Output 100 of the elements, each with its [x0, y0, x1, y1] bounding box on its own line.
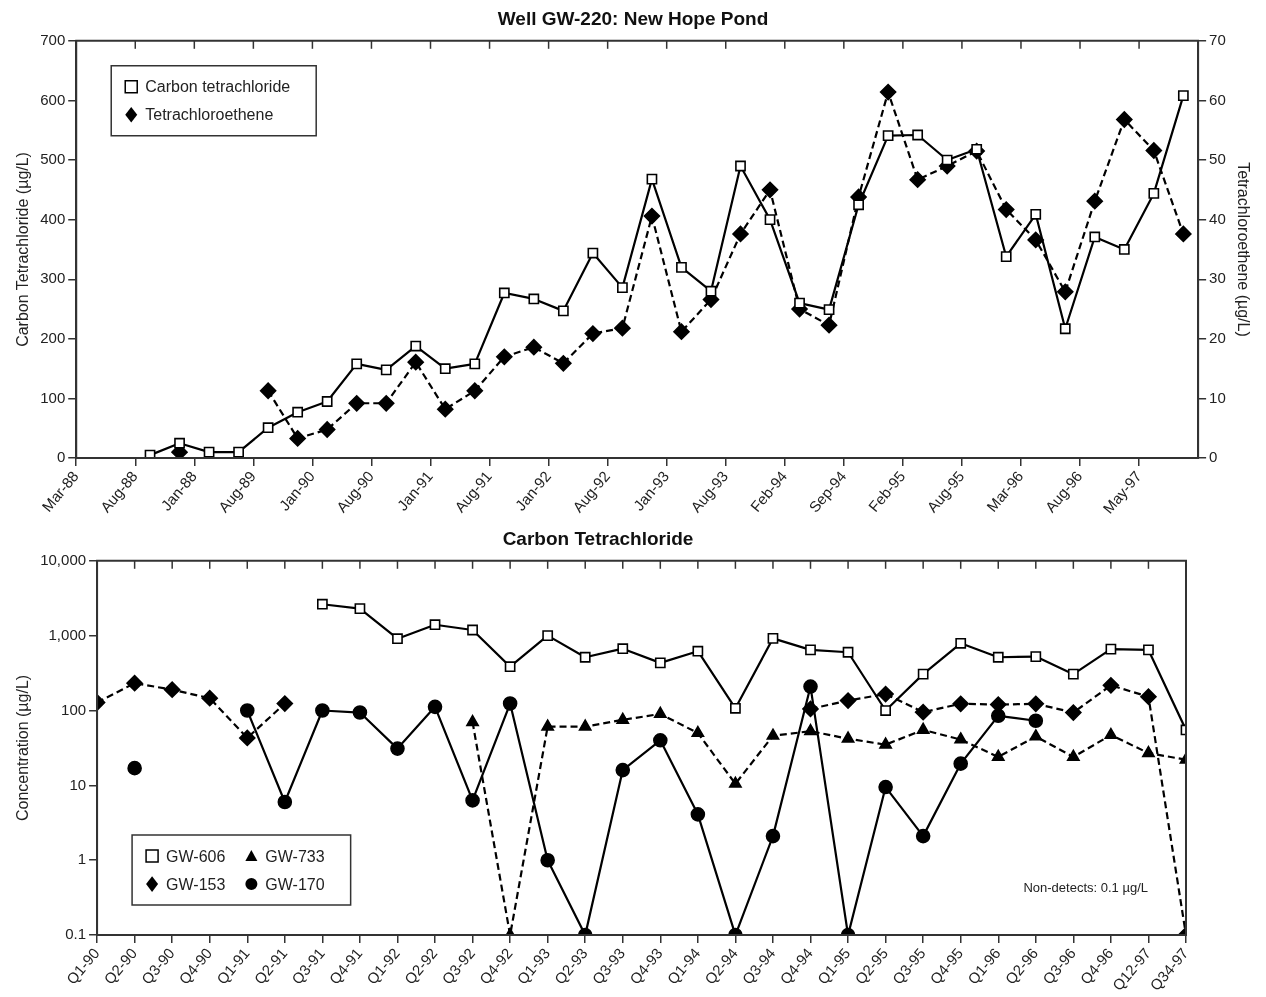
point: [587, 247, 599, 259]
point: [617, 643, 629, 655]
point: [238, 729, 256, 747]
point: [233, 446, 244, 458]
point: [390, 741, 405, 756]
point: [1066, 749, 1080, 761]
point: [997, 201, 1015, 218]
point: [1140, 688, 1157, 705]
y2-tick-label: 50: [1209, 150, 1226, 168]
y-tick-label: 10,000: [40, 550, 87, 568]
point: [692, 645, 704, 657]
point: [259, 382, 277, 400]
point: [617, 282, 628, 294]
point: [277, 794, 293, 810]
point: [764, 214, 776, 226]
point: [805, 644, 816, 656]
point: [1030, 651, 1042, 663]
y2-tick-label: 0: [1209, 448, 1218, 466]
point: [730, 702, 741, 714]
point: [1065, 704, 1082, 721]
point: [842, 646, 854, 658]
point: [643, 207, 661, 225]
point: [1067, 668, 1079, 680]
point: [616, 712, 630, 724]
y-tick-label: 100: [40, 388, 66, 406]
point: [879, 737, 893, 749]
point: [392, 633, 403, 645]
point: [525, 338, 543, 356]
point: [262, 422, 274, 434]
point: [705, 285, 717, 297]
y2-tick-label: 20: [1209, 329, 1226, 347]
legend-label: Carbon tetrachloride: [145, 78, 291, 96]
legend-label: Tetrachloroethene: [145, 106, 274, 124]
y-tick-label: 10: [69, 775, 87, 793]
point: [427, 699, 443, 715]
point: [126, 674, 143, 692]
point: [1030, 208, 1042, 220]
point: [276, 695, 294, 712]
chart-title: Well GW-220: New Hope Pond: [497, 7, 769, 29]
point: [803, 679, 818, 694]
point: [1145, 142, 1163, 159]
point: [1142, 745, 1155, 758]
point: [542, 630, 554, 642]
point: [953, 756, 969, 771]
point: [466, 714, 479, 727]
point: [1102, 677, 1120, 694]
annotation: Non-detects: 0.1 µg/L: [1023, 880, 1148, 896]
point: [504, 661, 516, 673]
point: [502, 696, 518, 711]
point: [820, 316, 838, 334]
point: [767, 632, 779, 644]
point: [348, 394, 365, 412]
point: [853, 199, 864, 211]
point: [1116, 111, 1133, 128]
point: [916, 722, 930, 735]
point: [1104, 727, 1118, 740]
y-tick-label: 500: [40, 150, 66, 168]
point: [201, 689, 219, 707]
point: [841, 731, 855, 743]
point: [877, 685, 894, 703]
point: [1086, 192, 1104, 210]
point: [673, 323, 690, 341]
point: [1148, 188, 1160, 199]
point: [318, 421, 336, 438]
y-tick-label: 300: [40, 269, 66, 287]
y2-tick-label: 10: [1209, 388, 1226, 406]
point: [380, 364, 392, 376]
point: [239, 703, 255, 718]
y2-tick-label: 70: [1209, 30, 1226, 48]
legend-label: GW-606: [166, 847, 226, 865]
y-tick-label: 400: [40, 209, 66, 227]
point: [802, 700, 819, 718]
point: [839, 692, 857, 709]
point: [467, 624, 478, 636]
point: [557, 305, 569, 317]
point: [823, 304, 835, 316]
point: [766, 728, 780, 740]
point: [1027, 231, 1045, 249]
point: [1059, 323, 1071, 335]
point: [1028, 713, 1044, 729]
point: [1177, 90, 1189, 102]
point: [804, 723, 817, 736]
point: [163, 681, 181, 698]
point: [882, 130, 894, 141]
legend-label: GW-153: [166, 875, 226, 893]
point: [1029, 729, 1043, 741]
point: [528, 293, 540, 305]
point: [555, 355, 572, 372]
point: [879, 83, 897, 101]
point: [1089, 231, 1101, 243]
point: [496, 348, 513, 366]
point: [909, 171, 926, 189]
point: [469, 358, 481, 370]
y-tick-label: 100: [61, 700, 87, 718]
point: [761, 181, 779, 199]
y-tick-label: 1: [77, 850, 87, 868]
point: [614, 319, 631, 337]
point: [728, 776, 742, 788]
y-tick-label: 0.1: [65, 925, 87, 943]
point: [955, 637, 967, 649]
